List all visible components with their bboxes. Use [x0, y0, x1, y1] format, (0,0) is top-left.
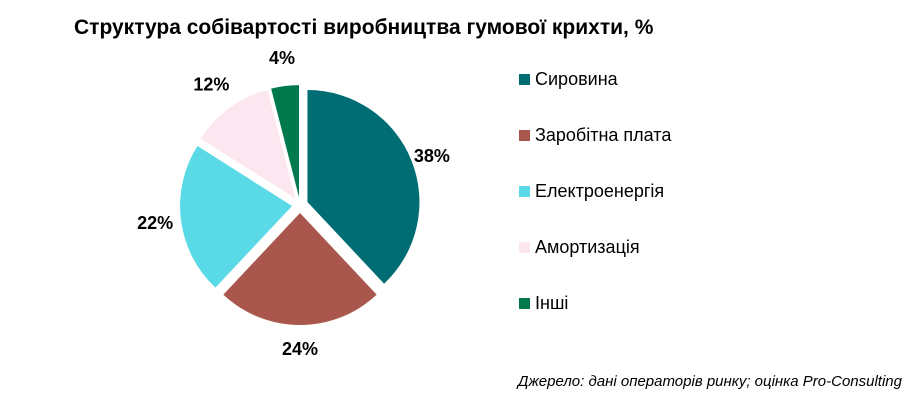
chart-title: Структура собівартості виробництва гумов…	[74, 16, 654, 39]
data-label-електроенергія: 22%	[137, 213, 173, 233]
legend-label: Заробітна плата	[535, 124, 672, 145]
pie-slice-амортизація	[200, 90, 296, 199]
legend-item-електроенергія: Електроенергія	[519, 180, 671, 202]
pie-slice-інші	[271, 85, 299, 198]
legend-swatch	[519, 241, 530, 253]
pie-slice-електроенергія	[180, 145, 293, 288]
legend-label: Амортизація	[535, 236, 640, 257]
legend-swatch	[519, 129, 530, 141]
pie-slice-заробітна-плата	[223, 213, 377, 325]
source-note: Джерело: дані операторів ринку; оцінка P…	[517, 373, 902, 390]
legend-item-заробітна-плата: Заробітна плата	[519, 124, 671, 146]
pie-slice-сировина	[307, 90, 420, 284]
legend-item-амортизація: Амортизація	[519, 236, 671, 258]
legend-item-інші: Інші	[519, 292, 671, 314]
data-label-сировина: 38%	[414, 146, 450, 166]
data-label-інші: 4%	[269, 48, 295, 68]
data-label-заробітна-плата: 24%	[282, 339, 318, 359]
data-label-амортизація: 12%	[193, 75, 229, 95]
pie-data-labels: 38% 24% 22% 12% 4%	[137, 48, 450, 359]
legend-item-сировина: Сировина	[519, 68, 671, 90]
legend-label: Сировина	[535, 68, 618, 89]
chart-legend: Сировина Заробітна плата Електроенергія Амо…	[519, 68, 671, 348]
pie-slices	[180, 85, 420, 325]
legend-swatch	[519, 73, 530, 85]
legend-swatch	[519, 185, 530, 197]
legend-swatch	[519, 297, 530, 309]
legend-label: Електроенергія	[535, 180, 665, 201]
legend-label: Інші	[535, 292, 569, 313]
